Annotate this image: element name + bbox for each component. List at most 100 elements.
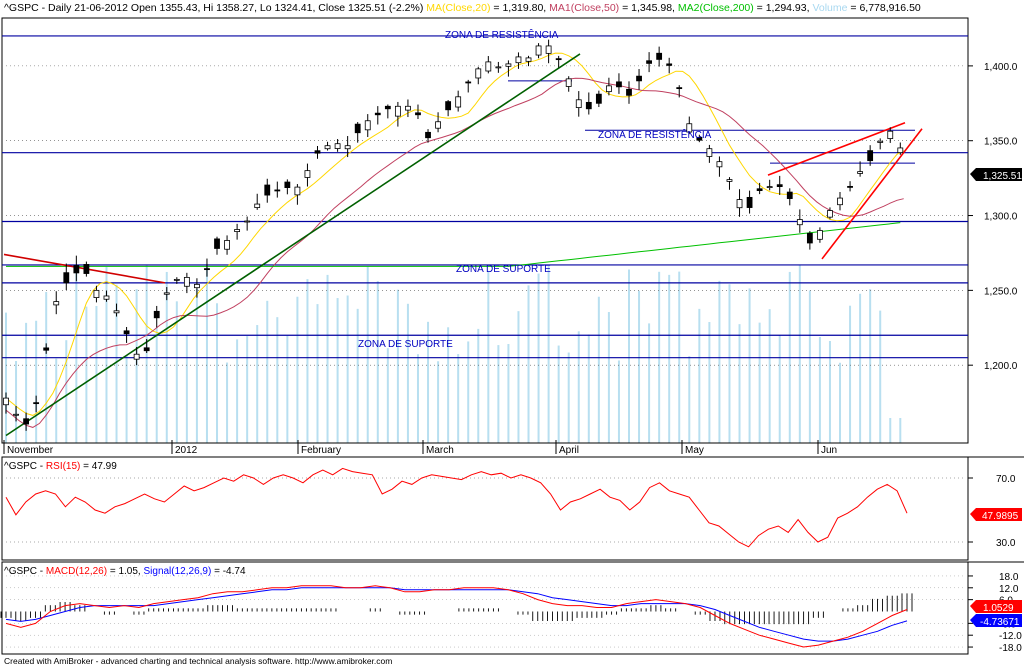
volume-bar xyxy=(246,336,249,443)
volume-bar xyxy=(406,303,409,443)
volume-bar xyxy=(557,345,560,443)
volume-bar xyxy=(457,354,460,443)
x-axis-label: November xyxy=(7,445,54,456)
volume-bar xyxy=(155,327,158,443)
candle-down xyxy=(636,75,642,82)
volume-bar xyxy=(587,334,590,443)
last-price-marker: 1,325.51 xyxy=(970,168,1022,182)
volume-bar xyxy=(768,309,771,443)
volume-bar xyxy=(879,310,882,443)
volume-bar xyxy=(597,296,600,443)
candle-down xyxy=(847,185,853,188)
rsi-pane[interactable]: ^GSPC - RSI(15) = 47.99 30.0 70.0 47.9895 xyxy=(1,456,1024,561)
candle-up xyxy=(565,78,572,87)
volume-legend: Volume xyxy=(812,2,847,14)
moving-average-lines xyxy=(5,52,904,428)
candle-down xyxy=(63,272,70,284)
candle-down xyxy=(284,181,291,189)
macd-header: ^GSPC - MACD(12,26) = 1.05, Signal(12,26… xyxy=(4,566,246,577)
candle-down xyxy=(756,188,763,191)
candle-up xyxy=(224,240,230,250)
volume-bar xyxy=(216,303,219,443)
volume-value: = 6,778,916.50 xyxy=(850,2,921,14)
candle-up xyxy=(103,295,110,300)
candle-down xyxy=(465,81,472,84)
volume-bar xyxy=(577,331,580,443)
candle-up xyxy=(163,292,170,295)
candle-down xyxy=(806,232,813,244)
candle-up xyxy=(545,45,552,54)
candle-up xyxy=(686,123,693,133)
volume-bar xyxy=(708,322,711,443)
rsi-y-tick-label: 30.0 xyxy=(996,538,1016,549)
candle-down xyxy=(445,101,452,111)
candle-up xyxy=(485,61,492,72)
macd-last-box xyxy=(970,600,1022,613)
rsi-last-marker: 47.9895 xyxy=(970,508,1022,522)
candle-up xyxy=(254,203,261,208)
volume-bar xyxy=(55,358,58,443)
candle-up xyxy=(525,57,532,62)
candle-down xyxy=(374,112,381,116)
signal-line xyxy=(5,587,908,642)
volume-bar xyxy=(859,293,862,443)
macd-line xyxy=(5,585,908,648)
macd-pane[interactable]: ^GSPC - MACD(12,26) = 1.05, Signal(12,26… xyxy=(0,561,1024,655)
candle-up xyxy=(827,210,833,218)
x-axis-label: April xyxy=(559,445,579,456)
candle-up xyxy=(3,397,9,406)
candle-up xyxy=(515,56,522,64)
candle-down xyxy=(123,330,130,335)
candle-up xyxy=(736,199,743,209)
candle-up xyxy=(766,186,773,189)
candle-down xyxy=(415,112,421,116)
volume-bar xyxy=(416,354,419,443)
volume-bar xyxy=(889,418,892,443)
candle-up xyxy=(334,143,341,149)
candle-down xyxy=(153,310,160,319)
volume-bar xyxy=(818,336,821,443)
x-axis-label: 2012 xyxy=(175,445,198,456)
candle-up xyxy=(294,186,301,196)
volume-bar xyxy=(437,361,440,443)
price-y-tick-label: 1,200.0 xyxy=(984,361,1018,372)
volume-bar xyxy=(346,295,349,443)
ma20-value: = 1,319.80, xyxy=(493,2,546,14)
candle-up xyxy=(887,130,894,139)
volume-bar xyxy=(718,280,721,443)
candle-up xyxy=(194,283,200,289)
rsi-last-box xyxy=(970,508,1022,521)
price-y-tick-label: 1,250.0 xyxy=(984,286,1018,297)
candle-up xyxy=(113,310,120,314)
price-pane[interactable]: ^GSPC - Daily 21-06-2012 Open 1355.43, H… xyxy=(1,2,1022,456)
wedge-lower-line xyxy=(821,128,923,260)
volume-bar xyxy=(899,418,902,443)
volume-bar xyxy=(477,328,480,443)
candle-up xyxy=(405,105,411,111)
candle-up xyxy=(475,68,482,79)
candle-down xyxy=(43,347,50,351)
volume-bar xyxy=(266,300,269,443)
volume-bar xyxy=(35,320,38,443)
candle-up xyxy=(173,278,180,281)
volume-bar xyxy=(467,341,470,443)
candle-down xyxy=(143,347,150,352)
volume-bar xyxy=(125,355,128,443)
volume-bar xyxy=(547,266,550,443)
candle-down xyxy=(746,196,753,208)
volume-bar xyxy=(648,323,651,443)
candle-up xyxy=(897,147,904,154)
volume-bar xyxy=(638,290,641,443)
candle-up xyxy=(455,96,462,108)
volume-bar xyxy=(728,284,731,443)
macd-y-tick-label: -18.0 xyxy=(999,643,1022,654)
macd-histogram xyxy=(0,593,913,625)
candle-up xyxy=(726,179,733,182)
signal-last-label: -4.73671 xyxy=(980,617,1020,628)
volume-bar xyxy=(25,322,28,443)
x-axis-label: Jun xyxy=(821,445,837,456)
candle-down xyxy=(555,58,562,61)
candle-up xyxy=(394,105,401,117)
volume-bar xyxy=(778,335,781,443)
